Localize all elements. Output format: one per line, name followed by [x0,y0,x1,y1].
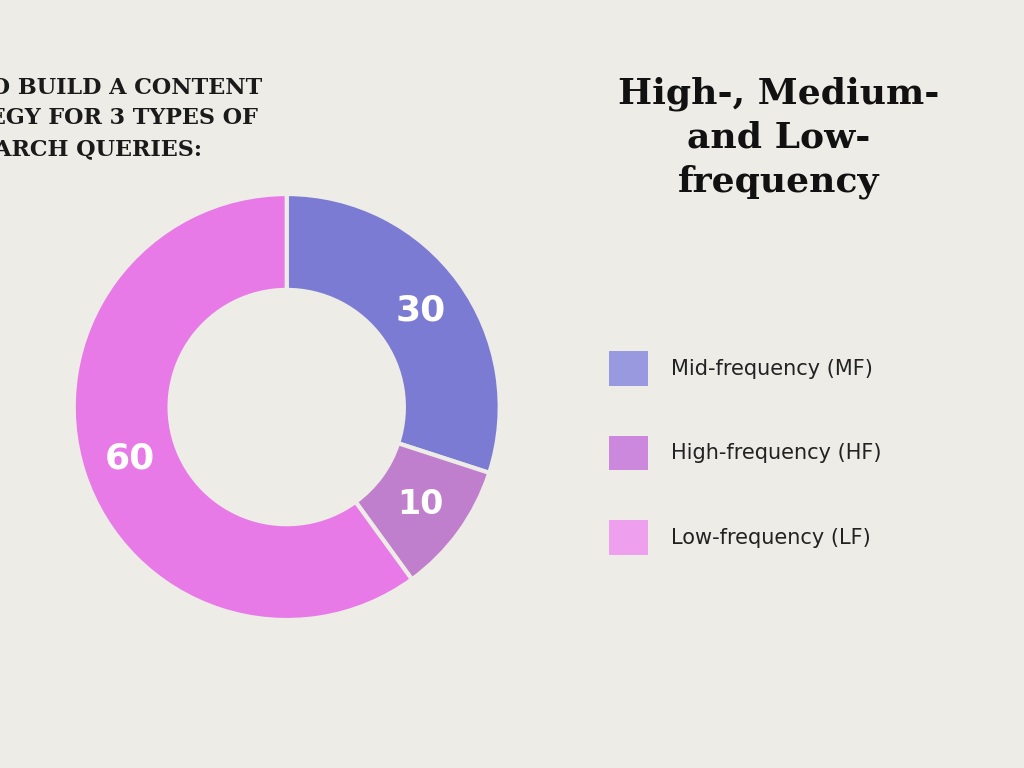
Text: HOW TO BUILD A CONTENT
STRATEGY FOR 3 TYPES OF
SEARCH QUERIES:: HOW TO BUILD A CONTENT STRATEGY FOR 3 TY… [0,77,262,160]
Wedge shape [287,194,500,473]
Text: High-frequency (HF): High-frequency (HF) [671,443,882,463]
Text: Mid-frequency (MF): Mid-frequency (MF) [671,359,872,379]
Wedge shape [74,194,412,620]
Text: High-, Medium-
and Low-
frequency: High-, Medium- and Low- frequency [617,77,939,199]
Text: 30: 30 [395,293,445,327]
Text: Low-frequency (LF): Low-frequency (LF) [671,528,870,548]
Text: 60: 60 [104,441,155,475]
Wedge shape [355,443,489,579]
Text: 10: 10 [397,488,443,521]
